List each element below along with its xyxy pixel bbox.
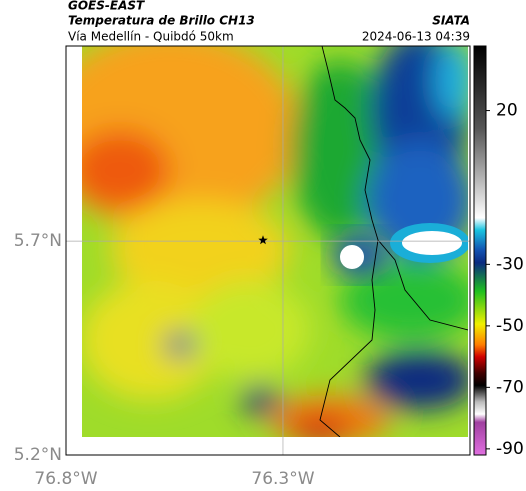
subtitle: Vía Medellín - Quibdó 50km xyxy=(68,30,234,44)
colorbar-tick-label: -90 xyxy=(496,439,524,459)
satellite: GOES-EAST xyxy=(68,0,145,13)
timestamp: 2024-06-13 04:39 xyxy=(362,30,470,44)
lat-tick-label: 5.7°N xyxy=(14,231,62,251)
lat-tick-label: 5.2°N xyxy=(14,445,62,465)
colorbar-tick-label: -50 xyxy=(496,316,524,336)
source: SIATA xyxy=(432,14,470,28)
map-frame xyxy=(65,45,471,456)
brightness-image xyxy=(82,46,468,437)
colorbar-tick-label: 20 xyxy=(496,101,518,121)
colorbar xyxy=(473,45,487,456)
colorbar-tick-label: -30 xyxy=(496,254,524,274)
title: Temperatura de Brillo CH13 xyxy=(68,14,255,28)
lon-tick-label: 76.8°W xyxy=(34,469,97,489)
lon-tick-label: 76.3°W xyxy=(251,469,314,489)
location-marker xyxy=(258,235,268,245)
colorbar-tick-label: -70 xyxy=(496,377,524,397)
